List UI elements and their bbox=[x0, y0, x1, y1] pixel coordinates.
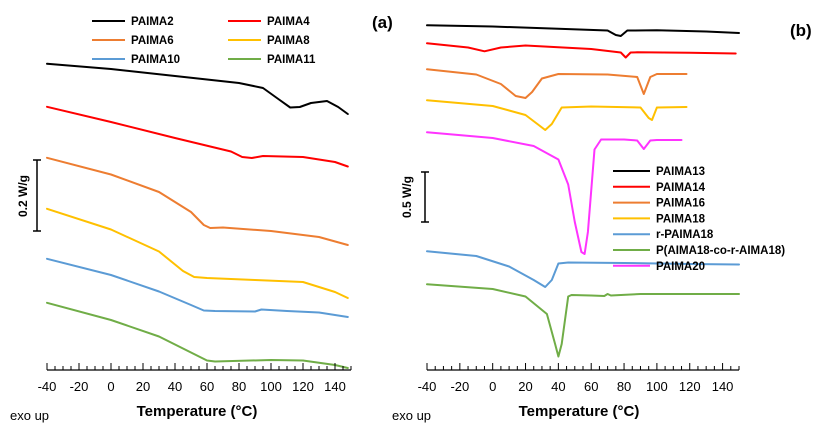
x-tick-label: 120 bbox=[679, 379, 701, 394]
legend-label: PAIMA14 bbox=[656, 182, 706, 194]
legend-label: PAIMA13 bbox=[656, 166, 705, 178]
x-tick-label: 40 bbox=[551, 379, 565, 394]
series-line-paima11 bbox=[46, 301, 349, 369]
x-tick-label: 100 bbox=[260, 379, 282, 394]
series-line-paima8 bbox=[46, 207, 349, 299]
x-tick-label: -20 bbox=[450, 379, 469, 394]
x-tick-label: 20 bbox=[136, 379, 150, 394]
legend-item: PAIMA11 bbox=[228, 54, 316, 66]
panel-b: -40 -20 0 20 40 60 80 100 120 140 PAIMA13PAIMA14P… bbox=[392, 21, 812, 423]
x-tick-label: 80 bbox=[232, 379, 246, 394]
series-line-paima18 bbox=[426, 99, 688, 131]
legend-label: PAIMA4 bbox=[267, 16, 310, 28]
x-tick-label: -20 bbox=[70, 379, 89, 394]
legend-label: P(AIMA18-co-r-AIMA18) bbox=[656, 245, 785, 257]
legend-item: PAIMA10 bbox=[92, 54, 180, 66]
panel-a-legend: PAIMA2 PAIMA4 PAIMA6 PAIMA8 PAIMA10 PAIMA11 bbox=[92, 16, 316, 66]
panel-b-label: (b) bbox=[790, 21, 812, 40]
x-tick-label: 0 bbox=[107, 379, 114, 394]
x-tick-label: 20 bbox=[518, 379, 532, 394]
legend-item: PAIMA2 bbox=[92, 16, 174, 28]
panel-b-curves bbox=[426, 24, 740, 358]
panel-b-scale-label: 0.5 W/g bbox=[400, 176, 414, 218]
panel-a-scale-label: 0.2 W/g bbox=[16, 175, 30, 217]
series-line-paima14 bbox=[426, 42, 737, 59]
series-line-paima2 bbox=[46, 62, 349, 115]
legend-item: PAIMA14 bbox=[613, 182, 706, 194]
x-tick-label: 140 bbox=[712, 379, 734, 394]
legend-item: PAIMA6 bbox=[92, 35, 174, 47]
legend-item: PAIMA13 bbox=[613, 166, 705, 178]
x-tick-label: 0 bbox=[489, 379, 496, 394]
series-line-p-aima18-co-r-aima18- bbox=[426, 283, 740, 358]
legend-item: PAIMA4 bbox=[228, 16, 310, 28]
legend-label: PAIMA10 bbox=[131, 54, 180, 66]
x-tick-label: -40 bbox=[38, 379, 57, 394]
x-tick-label: 100 bbox=[646, 379, 668, 394]
series-line-paima6 bbox=[46, 156, 349, 246]
legend-label: PAIMA16 bbox=[656, 198, 705, 210]
series-line-paima13 bbox=[426, 24, 740, 37]
panel-b-x-axis-title: Temperature (°C) bbox=[519, 403, 640, 420]
series-line-paima4 bbox=[46, 105, 349, 168]
panel-a-curves bbox=[46, 62, 349, 369]
legend-item: PAIMA8 bbox=[228, 35, 310, 47]
panel-a: -40 -20 0 20 40 60 80 100 120 140 PAIMA2 PAIMA4PAI… bbox=[10, 13, 393, 423]
series-line-paima20 bbox=[426, 131, 683, 255]
legend-item: PAIMA20 bbox=[613, 261, 705, 273]
x-tick-label: 60 bbox=[584, 379, 598, 394]
panel-a-x-axis-title: Temperature (°C) bbox=[137, 403, 258, 420]
x-tick-label: 120 bbox=[292, 379, 314, 394]
legend-label: r-PAIMA18 bbox=[656, 229, 714, 241]
panel-a-label: (a) bbox=[372, 13, 393, 32]
legend-label: PAIMA2 bbox=[131, 16, 174, 28]
legend-item: P(AIMA18-co-r-AIMA18) bbox=[613, 245, 785, 257]
legend-label: PAIMA11 bbox=[267, 54, 316, 66]
x-tick-label: 80 bbox=[617, 379, 631, 394]
legend-item: PAIMA18 bbox=[613, 213, 706, 225]
legend-label: PAIMA18 bbox=[656, 213, 706, 225]
panel-b-legend: PAIMA13 PAIMA14 PAIMA16 PAIMA18 r-PAIMA18 P(A… bbox=[613, 166, 785, 273]
legend-label: PAIMA20 bbox=[656, 261, 705, 273]
panel-a-x-axis: -40 -20 0 20 40 60 80 100 120 140 bbox=[38, 363, 352, 394]
x-tick-label: 60 bbox=[200, 379, 214, 394]
legend-item: PAIMA16 bbox=[613, 198, 705, 210]
legend-item: r-PAIMA18 bbox=[613, 229, 714, 241]
panel-b-x-axis: -40 -20 0 20 40 60 80 100 120 140 bbox=[418, 363, 740, 394]
legend-label: PAIMA6 bbox=[131, 35, 174, 47]
panel-a-scale-bar: 0.2 W/g bbox=[16, 159, 41, 232]
x-tick-label: -40 bbox=[418, 379, 437, 394]
series-line-r-paima18 bbox=[426, 250, 740, 288]
x-tick-label: 40 bbox=[168, 379, 182, 394]
series-line-paima16 bbox=[426, 68, 688, 99]
panel-a-exo-label: exo up bbox=[10, 408, 49, 423]
panel-b-exo-label: exo up bbox=[392, 408, 431, 423]
series-line-paima10 bbox=[46, 257, 349, 318]
legend-label: PAIMA8 bbox=[267, 35, 310, 47]
x-tick-label: 140 bbox=[324, 379, 346, 394]
panel-b-scale-bar: 0.5 W/g bbox=[400, 171, 429, 223]
